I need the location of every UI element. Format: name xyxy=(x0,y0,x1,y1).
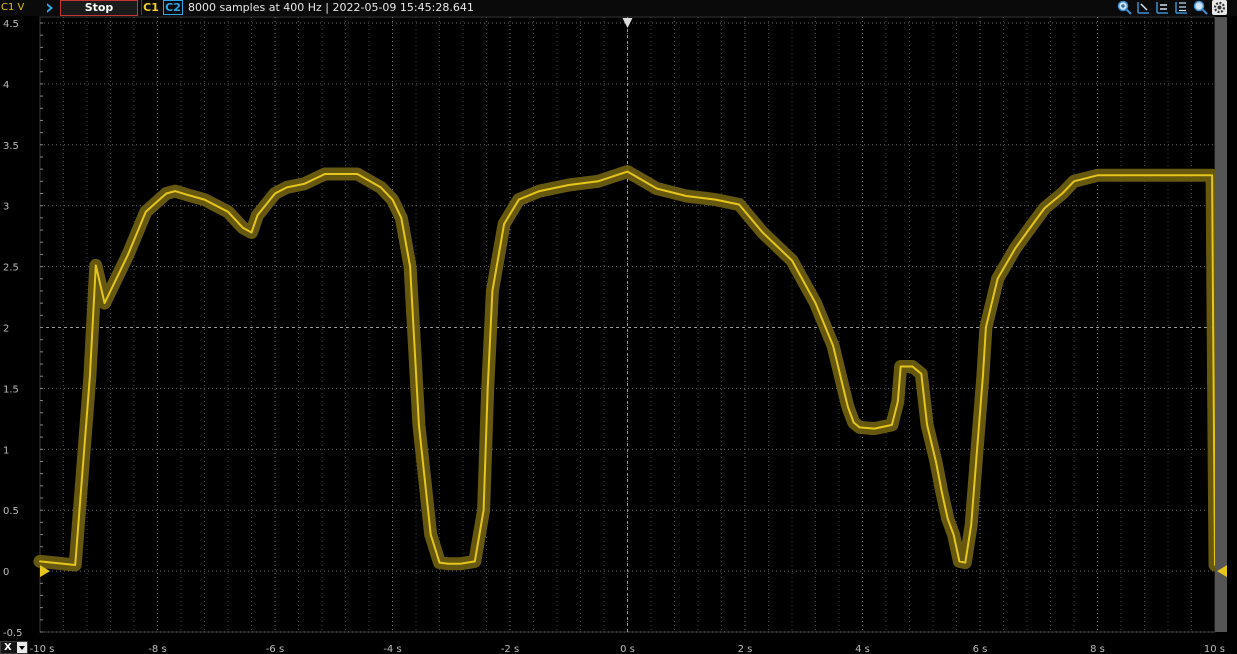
right-scrollbar-track xyxy=(1215,17,1227,632)
x-tick-label: 2 s xyxy=(738,644,753,654)
x-axis-ticks: -10 s -8 s -6 s -4 s -2 s 0 s 2 s 4 s 6 s 8 s 10 s xyxy=(30,644,1225,654)
markers xyxy=(40,17,1227,632)
x-tick-label: 0 s xyxy=(620,644,635,654)
x-tick-label: -8 s xyxy=(148,644,166,654)
y-tick-label: 2 xyxy=(3,324,9,335)
y-tick-label: 1.5 xyxy=(3,384,19,395)
y-tick-label: 1 xyxy=(3,445,9,456)
y-tick-label: 2.5 xyxy=(3,263,19,274)
x-tick-label: 10 s xyxy=(1204,644,1225,654)
x-axis-button-label: X xyxy=(4,642,12,653)
y-tick-label: -0.5 xyxy=(3,628,23,639)
y-axis-ticks: 4.5 4 3.5 3 2.5 2 1.5 1 0.5 0 -0.5 xyxy=(3,19,23,639)
x-tick-label: 4 s xyxy=(855,644,870,654)
y-tick-label: 4.5 xyxy=(3,19,19,30)
x-tick-label: 8 s xyxy=(1090,644,1105,654)
y-tick-label: 0 xyxy=(3,567,9,578)
x-tick-label: -6 s xyxy=(266,644,284,654)
grid xyxy=(40,17,1215,632)
y-tick-label: 4 xyxy=(3,80,9,91)
chevron-down-icon[interactable] xyxy=(17,642,27,653)
x-tick-label: -4 s xyxy=(383,644,401,654)
x-tick-label: 6 s xyxy=(973,644,988,654)
y-tick-label: 0.5 xyxy=(3,506,19,517)
y-tick-label: 3 xyxy=(3,202,9,213)
x-tick-label: -2 s xyxy=(501,644,519,654)
x-tick-label: -10 s xyxy=(30,644,55,654)
y-tick-label: 3.5 xyxy=(3,141,19,152)
x-axis-menu-button[interactable]: X xyxy=(0,641,28,654)
